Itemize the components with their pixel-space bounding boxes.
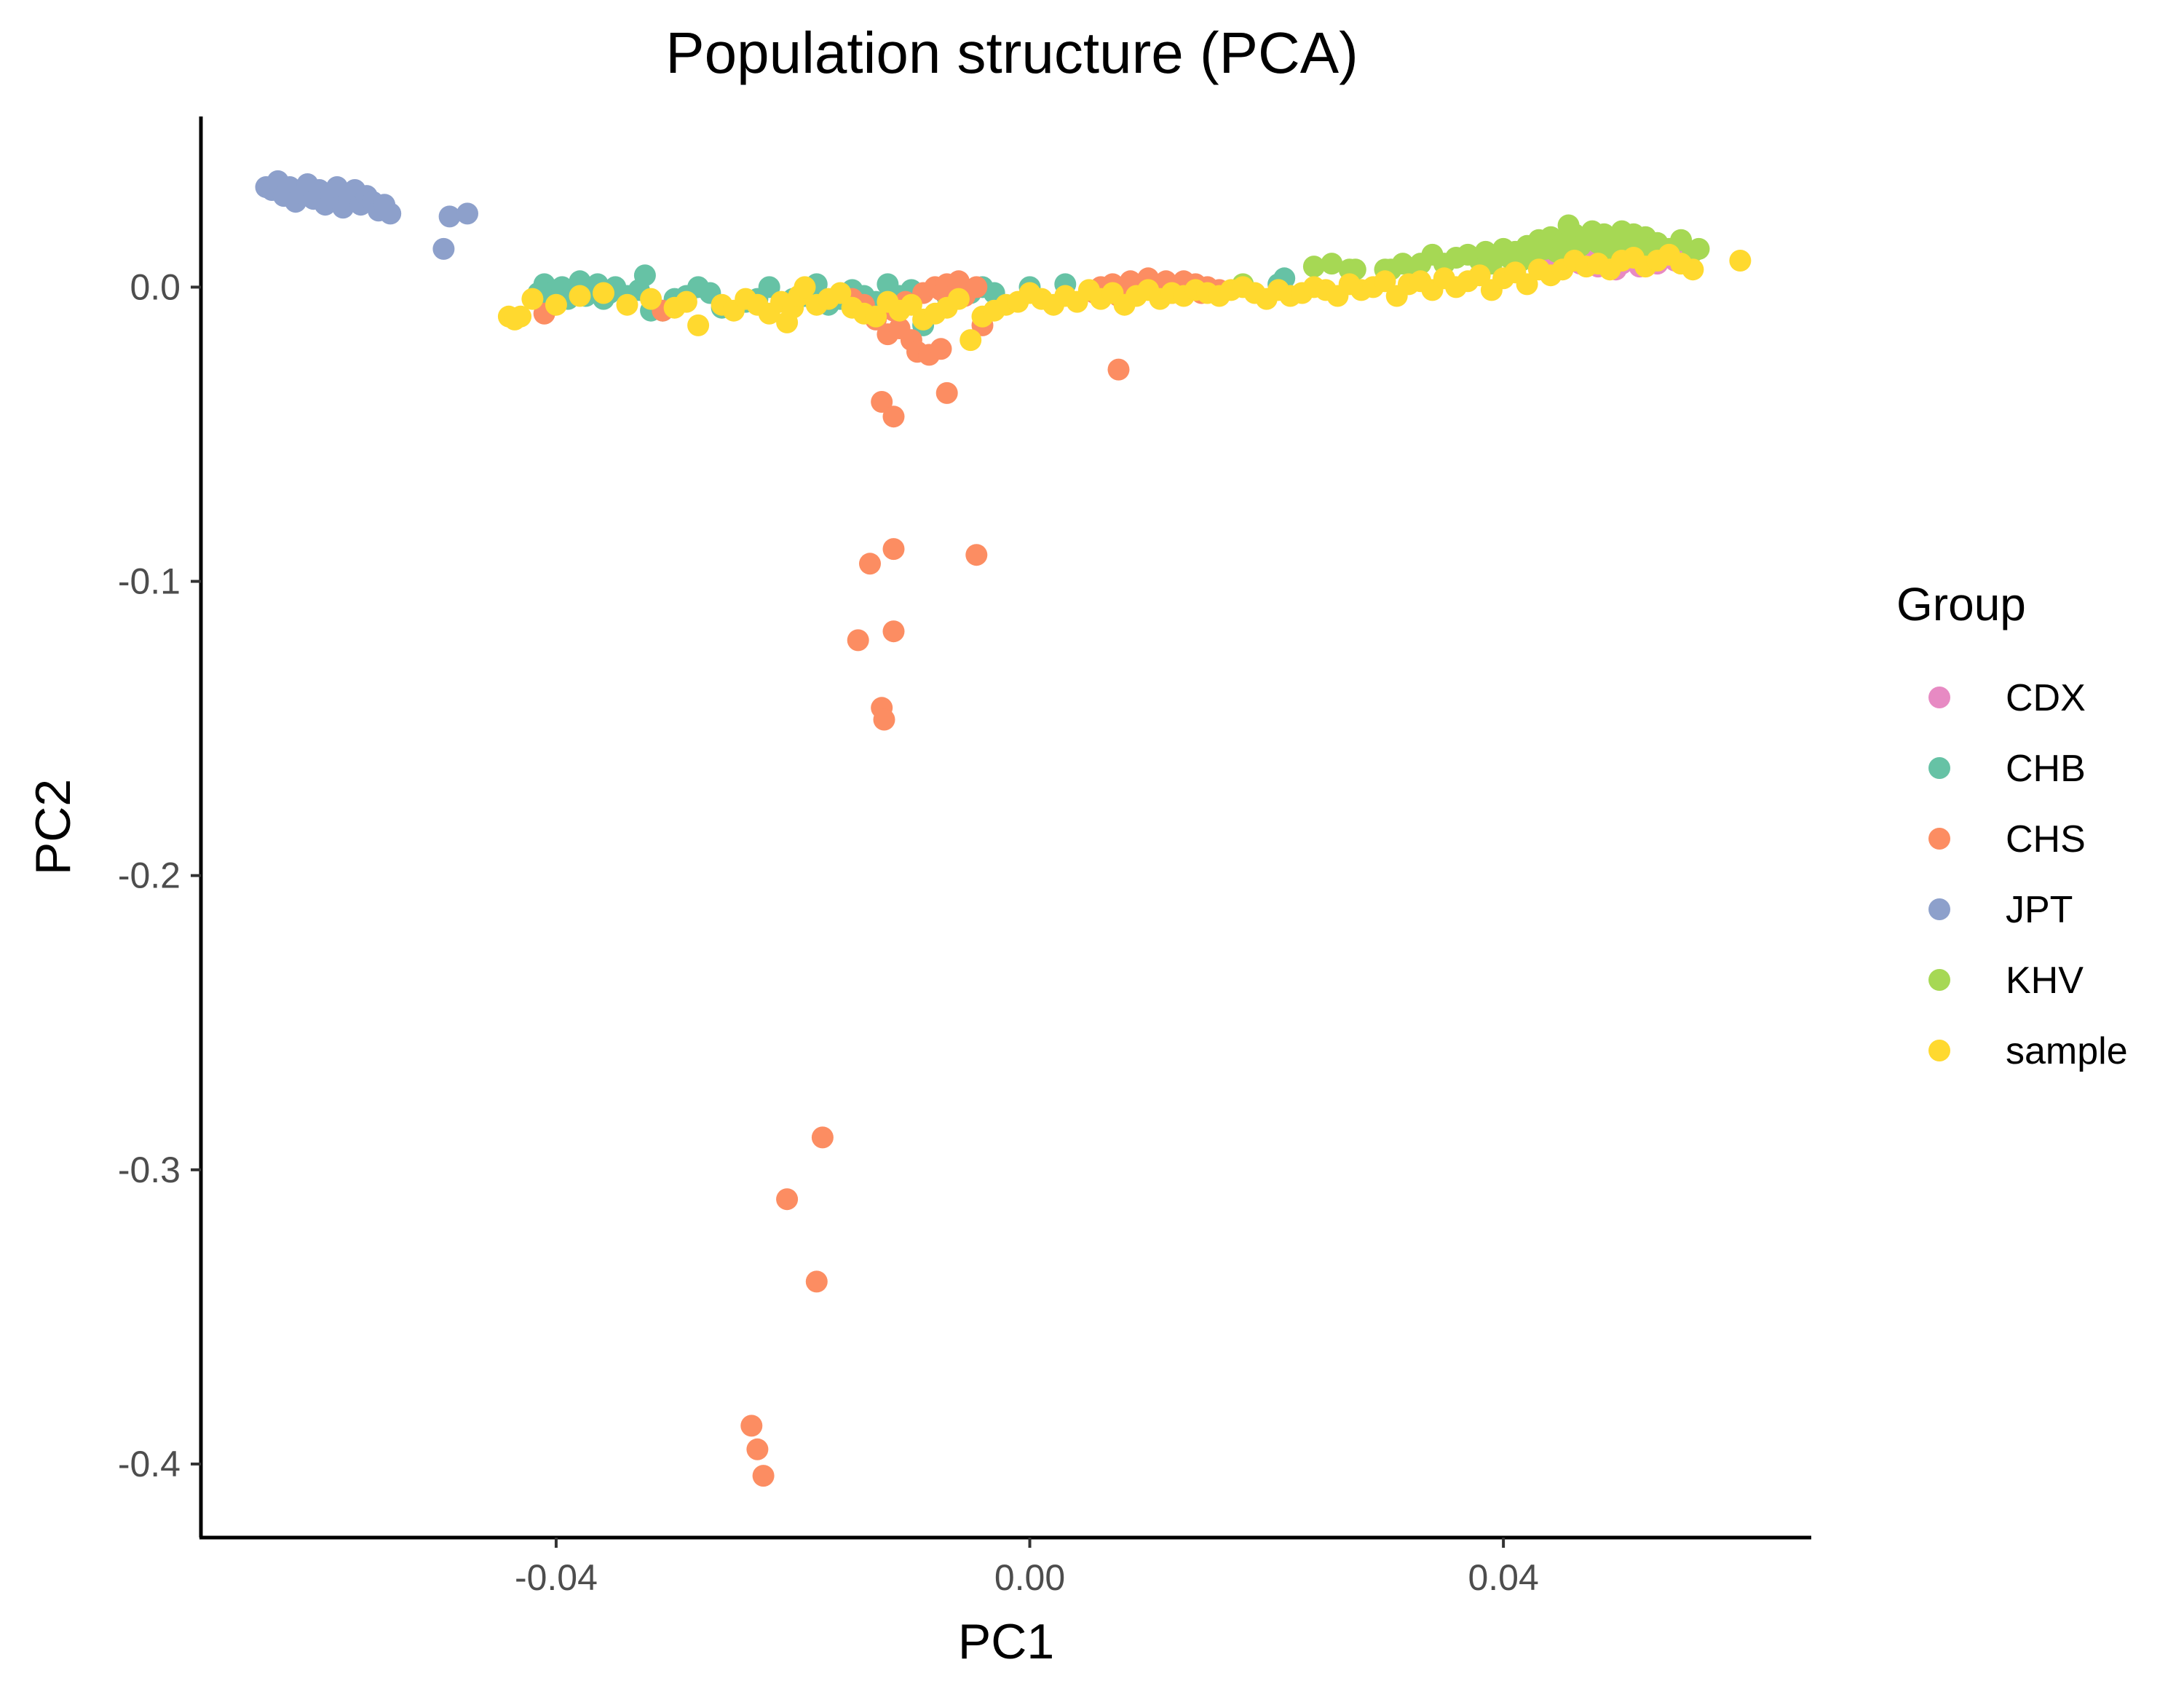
series-sample [497,243,1752,352]
y-tick-label: -0.4 [118,1444,181,1484]
legend-label: JPT [2006,889,2073,931]
data-point [633,264,656,287]
points-layer [255,170,1752,1487]
series-JPT [255,170,478,260]
legend-item-CDX: CDX [1928,677,2086,719]
legend-title: Group [1896,578,2026,630]
legend-label: CHB [2006,748,2086,790]
data-point [746,1438,769,1460]
data-point [847,629,869,652]
legend-items: CDX CHB CHS JPT KHV sample [1928,677,2128,1072]
data-point [1468,264,1491,287]
legend-label: CHS [2006,818,2086,861]
data-point [758,276,780,298]
legend-label: CDX [2006,677,2086,719]
y-tick-label: -0.3 [118,1150,181,1190]
legend-key [1928,1040,1950,1061]
data-point [1302,256,1325,278]
data-point [545,293,567,316]
legend-item-sample: sample [1928,1030,2128,1072]
data-point [960,329,982,352]
data-point [776,1188,799,1211]
legend: Group CDX CHB CHS JPT KHV sample [1896,578,2128,1072]
series-CHS [533,267,1230,1487]
data-point [900,293,922,316]
legend-item-KHV: KHV [1928,960,2084,1002]
legend-key [1928,969,1950,991]
legend-key [1928,757,1950,779]
data-point [510,305,532,328]
y-axis-title: PC2 [25,779,81,875]
data-point [752,1465,775,1487]
data-point [438,205,461,228]
y-tick-label: -0.2 [118,855,181,896]
data-point [1729,250,1752,272]
data-point [569,285,591,307]
data-point [521,288,544,310]
data-point [871,391,893,413]
data-point [675,290,697,313]
data-point [859,553,881,575]
data-point [740,1415,763,1437]
legend-key [1928,898,1950,920]
y-tick-label: -0.1 [118,561,181,602]
data-point [811,1126,834,1149]
data-point [965,276,988,298]
data-point [640,288,662,310]
data-point [379,202,402,225]
data-point [616,293,638,316]
data-point [882,538,905,561]
x-ticks: -0.04 0.00 0.04 [515,1538,1539,1598]
data-point [1688,237,1710,260]
y-ticks: 0.0 -0.1 -0.2 -0.3 -0.4 [118,266,201,1484]
data-point [1682,258,1704,281]
data-point [432,237,455,260]
data-point [456,202,478,225]
y-tick-label: 0.0 [130,266,181,307]
data-point [794,276,816,298]
x-tick-label: 0.04 [1468,1557,1538,1598]
data-point [930,338,952,360]
data-point [1374,270,1396,293]
legend-item-CHS: CHS [1928,818,2086,861]
data-point [1516,273,1538,296]
data-point [687,314,710,336]
x-axis-title: PC1 [958,1614,1054,1669]
legend-item-CHB: CHB [1928,748,2086,790]
data-point [935,381,958,404]
legend-key [1928,828,1950,850]
data-point [1321,253,1343,275]
data-point [1107,358,1130,381]
data-point [882,620,905,643]
legend-label: sample [2006,1030,2128,1072]
data-point [829,282,852,304]
legend-item-JPT: JPT [1928,889,2073,931]
data-point [947,288,970,310]
data-point [873,708,895,731]
x-tick-label: -0.04 [515,1557,598,1598]
data-point [965,544,988,566]
data-point [882,406,905,428]
x-tick-label: 0.00 [994,1557,1065,1598]
data-point [593,282,614,304]
legend-label: KHV [2006,960,2084,1002]
data-point [805,1270,828,1293]
data-point [865,305,887,328]
chart-title: Population structure (PCA) [665,20,1358,85]
legend-key [1928,687,1950,708]
